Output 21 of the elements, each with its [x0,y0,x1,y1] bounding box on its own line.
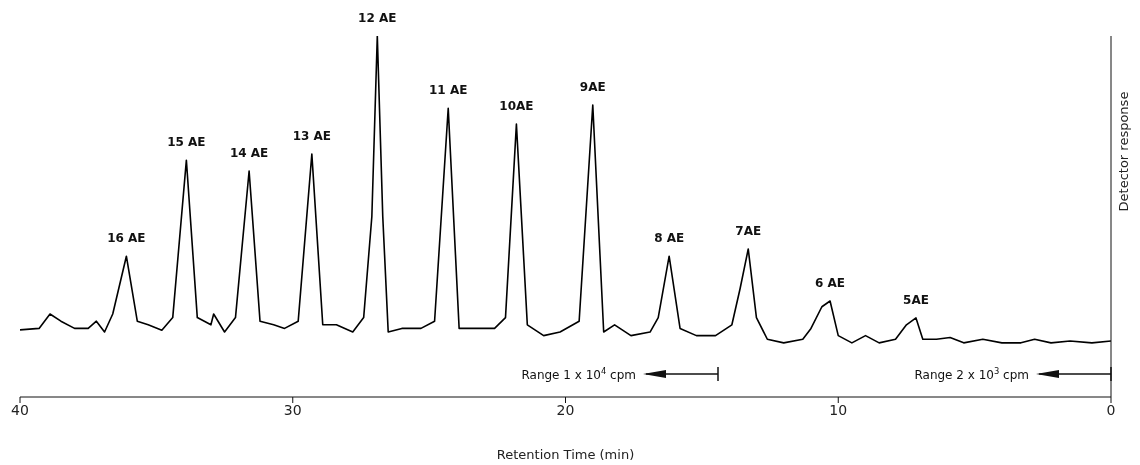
annotation: 16 AE [107,231,146,246]
annotation: 5AE [903,292,929,307]
annotation: 13 AE [292,129,332,144]
annotation: 12 AE [358,11,397,25]
annotation: 8 AE [654,231,685,246]
x-tick-label: 20 [556,401,575,418]
annotation: 6 AE [815,275,846,290]
annotation: 11 AE [429,83,468,98]
annotation: Range 1 x 10$^{4}$ cpm [521,366,636,382]
annotation: 15 AE [167,135,206,150]
x-tick-label: 40 [11,401,29,418]
x-tick-label: 0 [1106,401,1116,418]
x-tick-label: 10 [829,401,848,418]
y-axis-title: Detector response [1116,91,1131,212]
annotation: 7AE [735,223,762,238]
annotation: 9AE [579,79,606,94]
x-tick-label: 30 [283,401,302,418]
annotation: Range 2 x 10$^{3}$ cpm [914,366,1029,382]
annotation: 10AE [499,99,534,114]
annotation: 14 AE [229,146,269,161]
x-axis-title: Retention Time (min) [496,447,635,462]
